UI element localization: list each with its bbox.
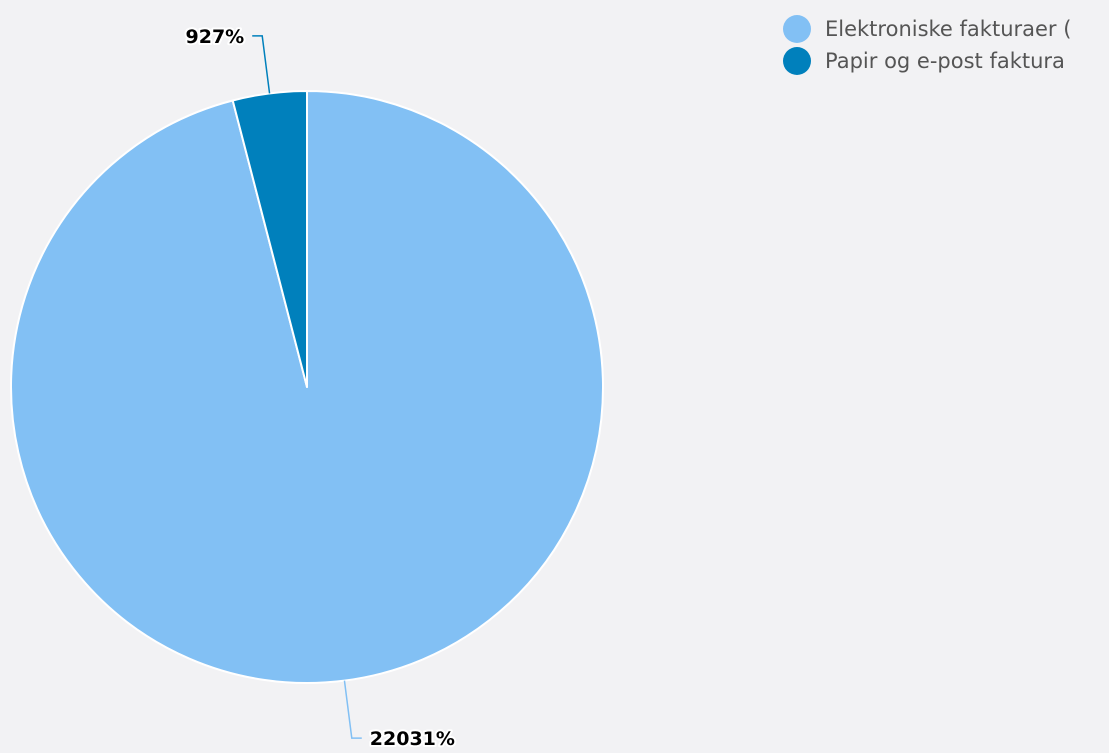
leader-line-0 <box>343 680 362 739</box>
legend-label-elektroniske: Elektroniske fakturaer ( <box>825 17 1072 41</box>
legend-swatch-papir <box>783 47 811 75</box>
data-label-1: 927% <box>186 26 245 48</box>
legend-item-elektroniske[interactable]: Elektroniske fakturaer ( <box>783 14 1109 44</box>
legend: Elektroniske fakturaer ( Papir og e-post… <box>783 14 1109 78</box>
legend-swatch-elektroniske <box>783 15 811 43</box>
leader-line-1 <box>252 35 271 94</box>
legend-label-papir: Papir og e-post faktura <box>825 49 1065 73</box>
data-label-0: 22031% <box>370 728 455 750</box>
legend-item-papir[interactable]: Papir og e-post faktura <box>783 46 1109 76</box>
